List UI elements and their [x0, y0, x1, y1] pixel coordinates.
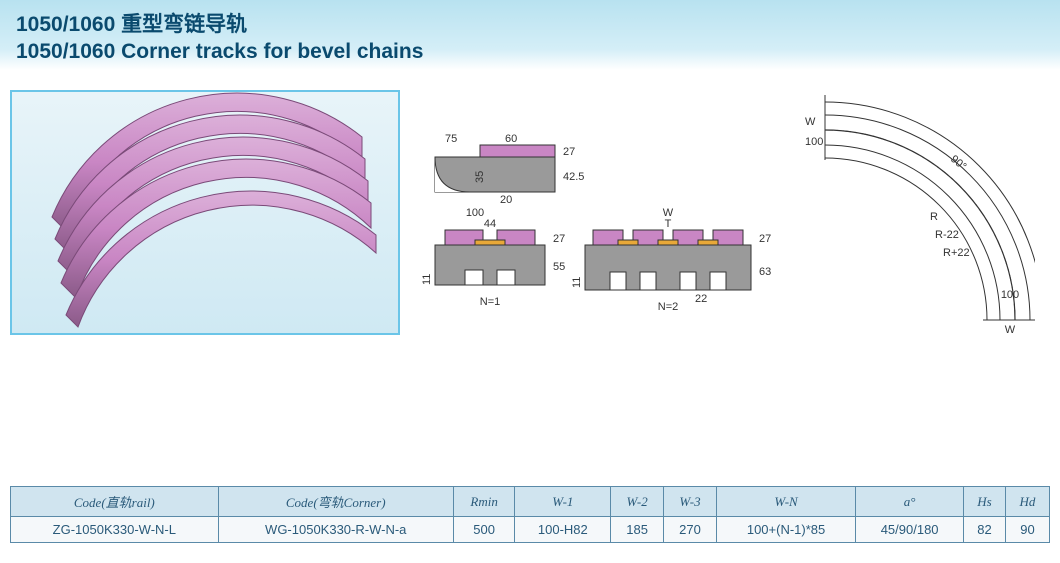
- arc-r-label: R: [930, 211, 938, 223]
- n2-dim-27: 27: [759, 233, 771, 245]
- content-row: Made-in-China.com 90° R R-22: [0, 70, 1060, 345]
- arc-dim-100-top: 100: [805, 136, 823, 148]
- col-wn: W-N: [716, 487, 855, 517]
- col-w2: W-2: [611, 487, 664, 517]
- product-photo-svg: [12, 92, 400, 335]
- cell-hs: 82: [964, 517, 1006, 543]
- n2-dim-t: T: [665, 218, 672, 230]
- diagram-svg: 90° R R-22 R+22 W 100 100 W: [415, 90, 1035, 335]
- technical-diagram: 90° R R-22 R+22 W 100 100 W: [415, 90, 1050, 335]
- table-header-row: Code(直轨rail) Code(弯轨Corner) Rmin W-1 W-2…: [11, 487, 1050, 517]
- cell-w1: 100-H82: [515, 517, 611, 543]
- cell-a: 45/90/180: [856, 517, 964, 543]
- cs-dim-27: 27: [563, 146, 575, 158]
- table-row: ZG-1050K330-W-N-L WG-1050K330-R-W-N-a 50…: [11, 517, 1050, 543]
- col-code-rail: Code(直轨rail): [11, 487, 219, 517]
- spec-table: Code(直轨rail) Code(弯轨Corner) Rmin W-1 W-2…: [10, 486, 1050, 543]
- cs-dim-60: 60: [505, 133, 517, 145]
- col-rmin: Rmin: [453, 487, 515, 517]
- header-banner: 1050/1060 重型弯链导轨 1050/1060 Corner tracks…: [0, 0, 1060, 70]
- cs-dim-75: 75: [445, 133, 457, 145]
- col-w1: W-1: [515, 487, 611, 517]
- n2-dim-11: 11: [571, 277, 583, 288]
- col-code-corner: Code(弯轨Corner): [218, 487, 453, 517]
- cell-wn: 100+(N-1)*85: [716, 517, 855, 543]
- col-hs: Hs: [964, 487, 1006, 517]
- arc-r22-label: R-22: [935, 229, 959, 241]
- n1-dim-55: 55: [553, 261, 565, 273]
- n1-dim-44: 44: [484, 218, 496, 230]
- col-a: a°: [856, 487, 964, 517]
- cs-dim-35: 35: [474, 171, 486, 183]
- arc-dim-w-top: W: [805, 116, 816, 128]
- col-w3: W-3: [664, 487, 717, 517]
- arc-dim-100-right: 100: [1001, 289, 1019, 301]
- n1-label: N=1: [480, 296, 501, 308]
- n1-dim-11l: 11: [421, 274, 433, 285]
- cell-rmin: 500: [453, 517, 515, 543]
- cell-code-rail: ZG-1050K330-W-N-L: [11, 517, 219, 543]
- col-hd: Hd: [1005, 487, 1049, 517]
- title-chinese: 1050/1060 重型弯链导轨: [16, 8, 1044, 38]
- n2-dim-63: 63: [759, 266, 771, 278]
- n1-dim-27: 27: [553, 233, 565, 245]
- arc-dim-w-right: W: [1005, 324, 1016, 335]
- n2-label: N=2: [658, 301, 679, 313]
- cell-w3: 270: [664, 517, 717, 543]
- cell-w2: 185: [611, 517, 664, 543]
- cell-code-corner: WG-1050K330-R-W-N-a: [218, 517, 453, 543]
- spec-table-container: Code(直轨rail) Code(弯轨Corner) Rmin W-1 W-2…: [10, 486, 1050, 543]
- title-english: 1050/1060 Corner tracks for bevel chains: [16, 40, 1044, 64]
- n2-dim-22: 22: [695, 293, 707, 305]
- cell-hd: 90: [1005, 517, 1049, 543]
- n1-dim-100: 100: [466, 207, 484, 219]
- product-photo: Made-in-China.com: [10, 90, 400, 335]
- arc-rplus22-label: R+22: [943, 247, 970, 259]
- cs-dim-20: 20: [500, 194, 512, 206]
- cs-dim-42-5: 42.5: [563, 171, 584, 183]
